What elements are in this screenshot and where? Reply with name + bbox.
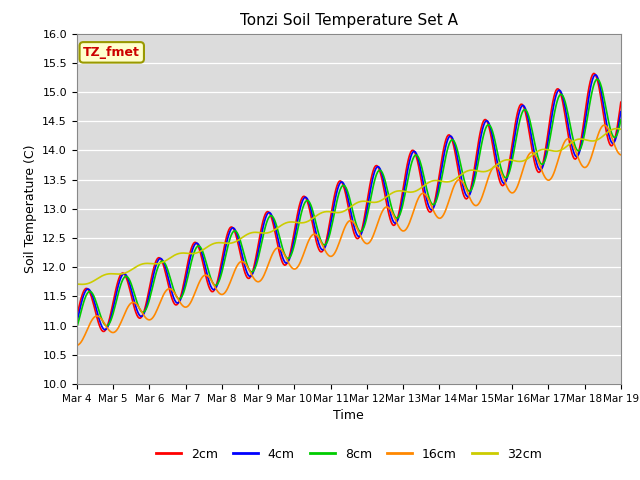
- Y-axis label: Soil Temperature (C): Soil Temperature (C): [24, 144, 36, 273]
- Text: TZ_fmet: TZ_fmet: [83, 46, 140, 59]
- X-axis label: Time: Time: [333, 409, 364, 422]
- Legend: 2cm, 4cm, 8cm, 16cm, 32cm: 2cm, 4cm, 8cm, 16cm, 32cm: [151, 443, 547, 466]
- Title: Tonzi Soil Temperature Set A: Tonzi Soil Temperature Set A: [240, 13, 458, 28]
